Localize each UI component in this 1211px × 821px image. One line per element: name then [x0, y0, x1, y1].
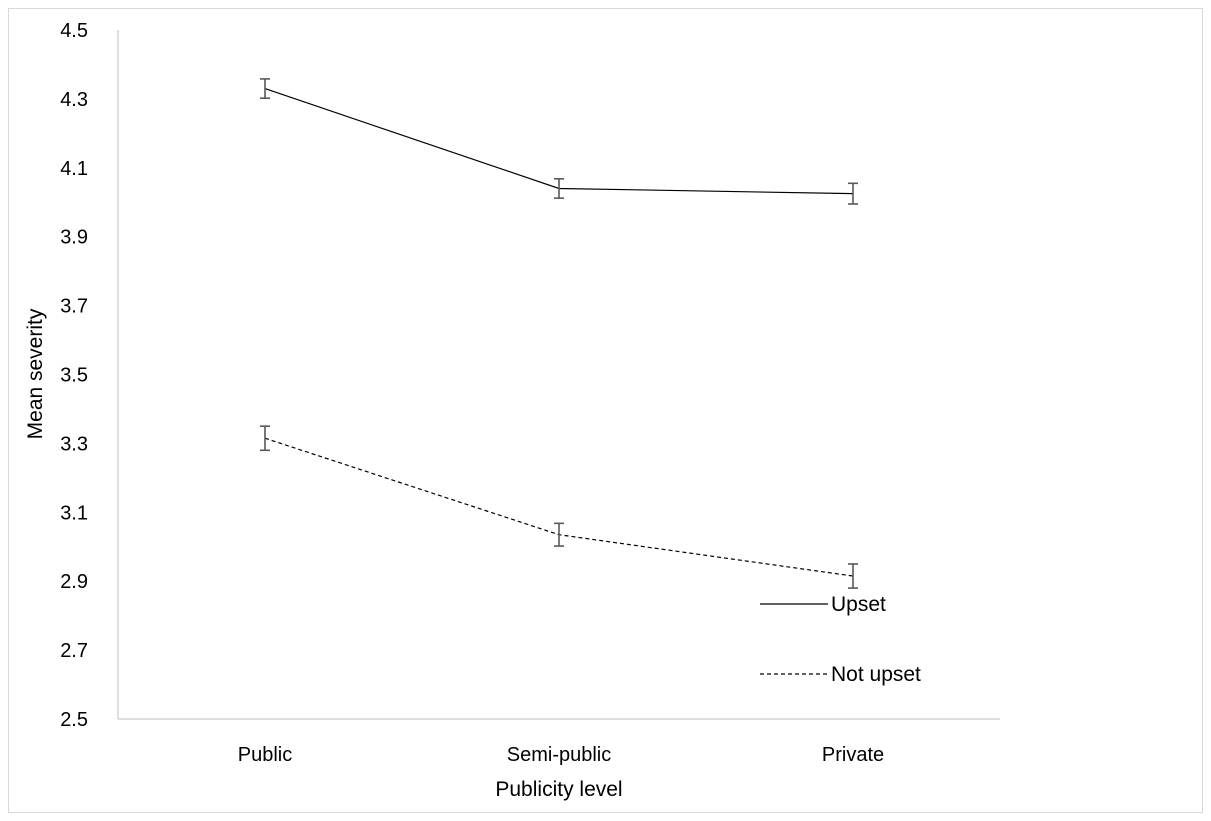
legend: Upset Not upset — [760, 593, 921, 686]
y-tick-label: 3.3 — [60, 433, 88, 455]
error-bar — [260, 425, 270, 452]
error-bars — [260, 78, 858, 589]
y-tick-labels: 2.5 2.7 2.9 3.1 3.3 3.5 3.7 3.9 4.1 4.3 4.5 — [60, 20, 88, 731]
x-tick-label: Public — [238, 744, 292, 766]
y-axis-title: Mean severity — [24, 308, 47, 439]
y-tick-label: 3.7 — [60, 296, 88, 318]
error-bar — [260, 78, 270, 100]
y-tick-label: 3.9 — [60, 227, 88, 249]
y-tick-label: 4.1 — [60, 158, 88, 180]
x-axis-title: Publicity level — [495, 778, 622, 801]
y-tick-label: 3.5 — [60, 365, 88, 387]
axes — [117, 30, 1000, 720]
error-bar — [554, 522, 564, 547]
legend-label-not-upset: Not upset — [831, 663, 921, 686]
series-line-not-upset — [264, 437, 854, 577]
y-tick-label: 2.7 — [60, 640, 88, 662]
y-tick-label: 2.9 — [60, 571, 88, 593]
series-lines — [264, 87, 854, 577]
legend-label-upset: Upset — [831, 593, 886, 616]
error-bar — [554, 178, 564, 199]
chart-frame — [8, 8, 1203, 813]
y-tick-label: 4.3 — [60, 89, 88, 111]
error-bar — [848, 563, 858, 589]
series-line-upset — [264, 87, 854, 195]
y-tick-label: 2.5 — [60, 709, 88, 731]
y-tick-label: 4.5 — [60, 20, 88, 42]
y-tick-label: 3.1 — [60, 502, 88, 524]
x-tick-label: Semi-public — [507, 744, 611, 766]
x-tick-labels: Public Semi-public Private — [238, 744, 884, 766]
error-bar — [848, 182, 858, 205]
x-tick-label: Private — [822, 744, 884, 766]
